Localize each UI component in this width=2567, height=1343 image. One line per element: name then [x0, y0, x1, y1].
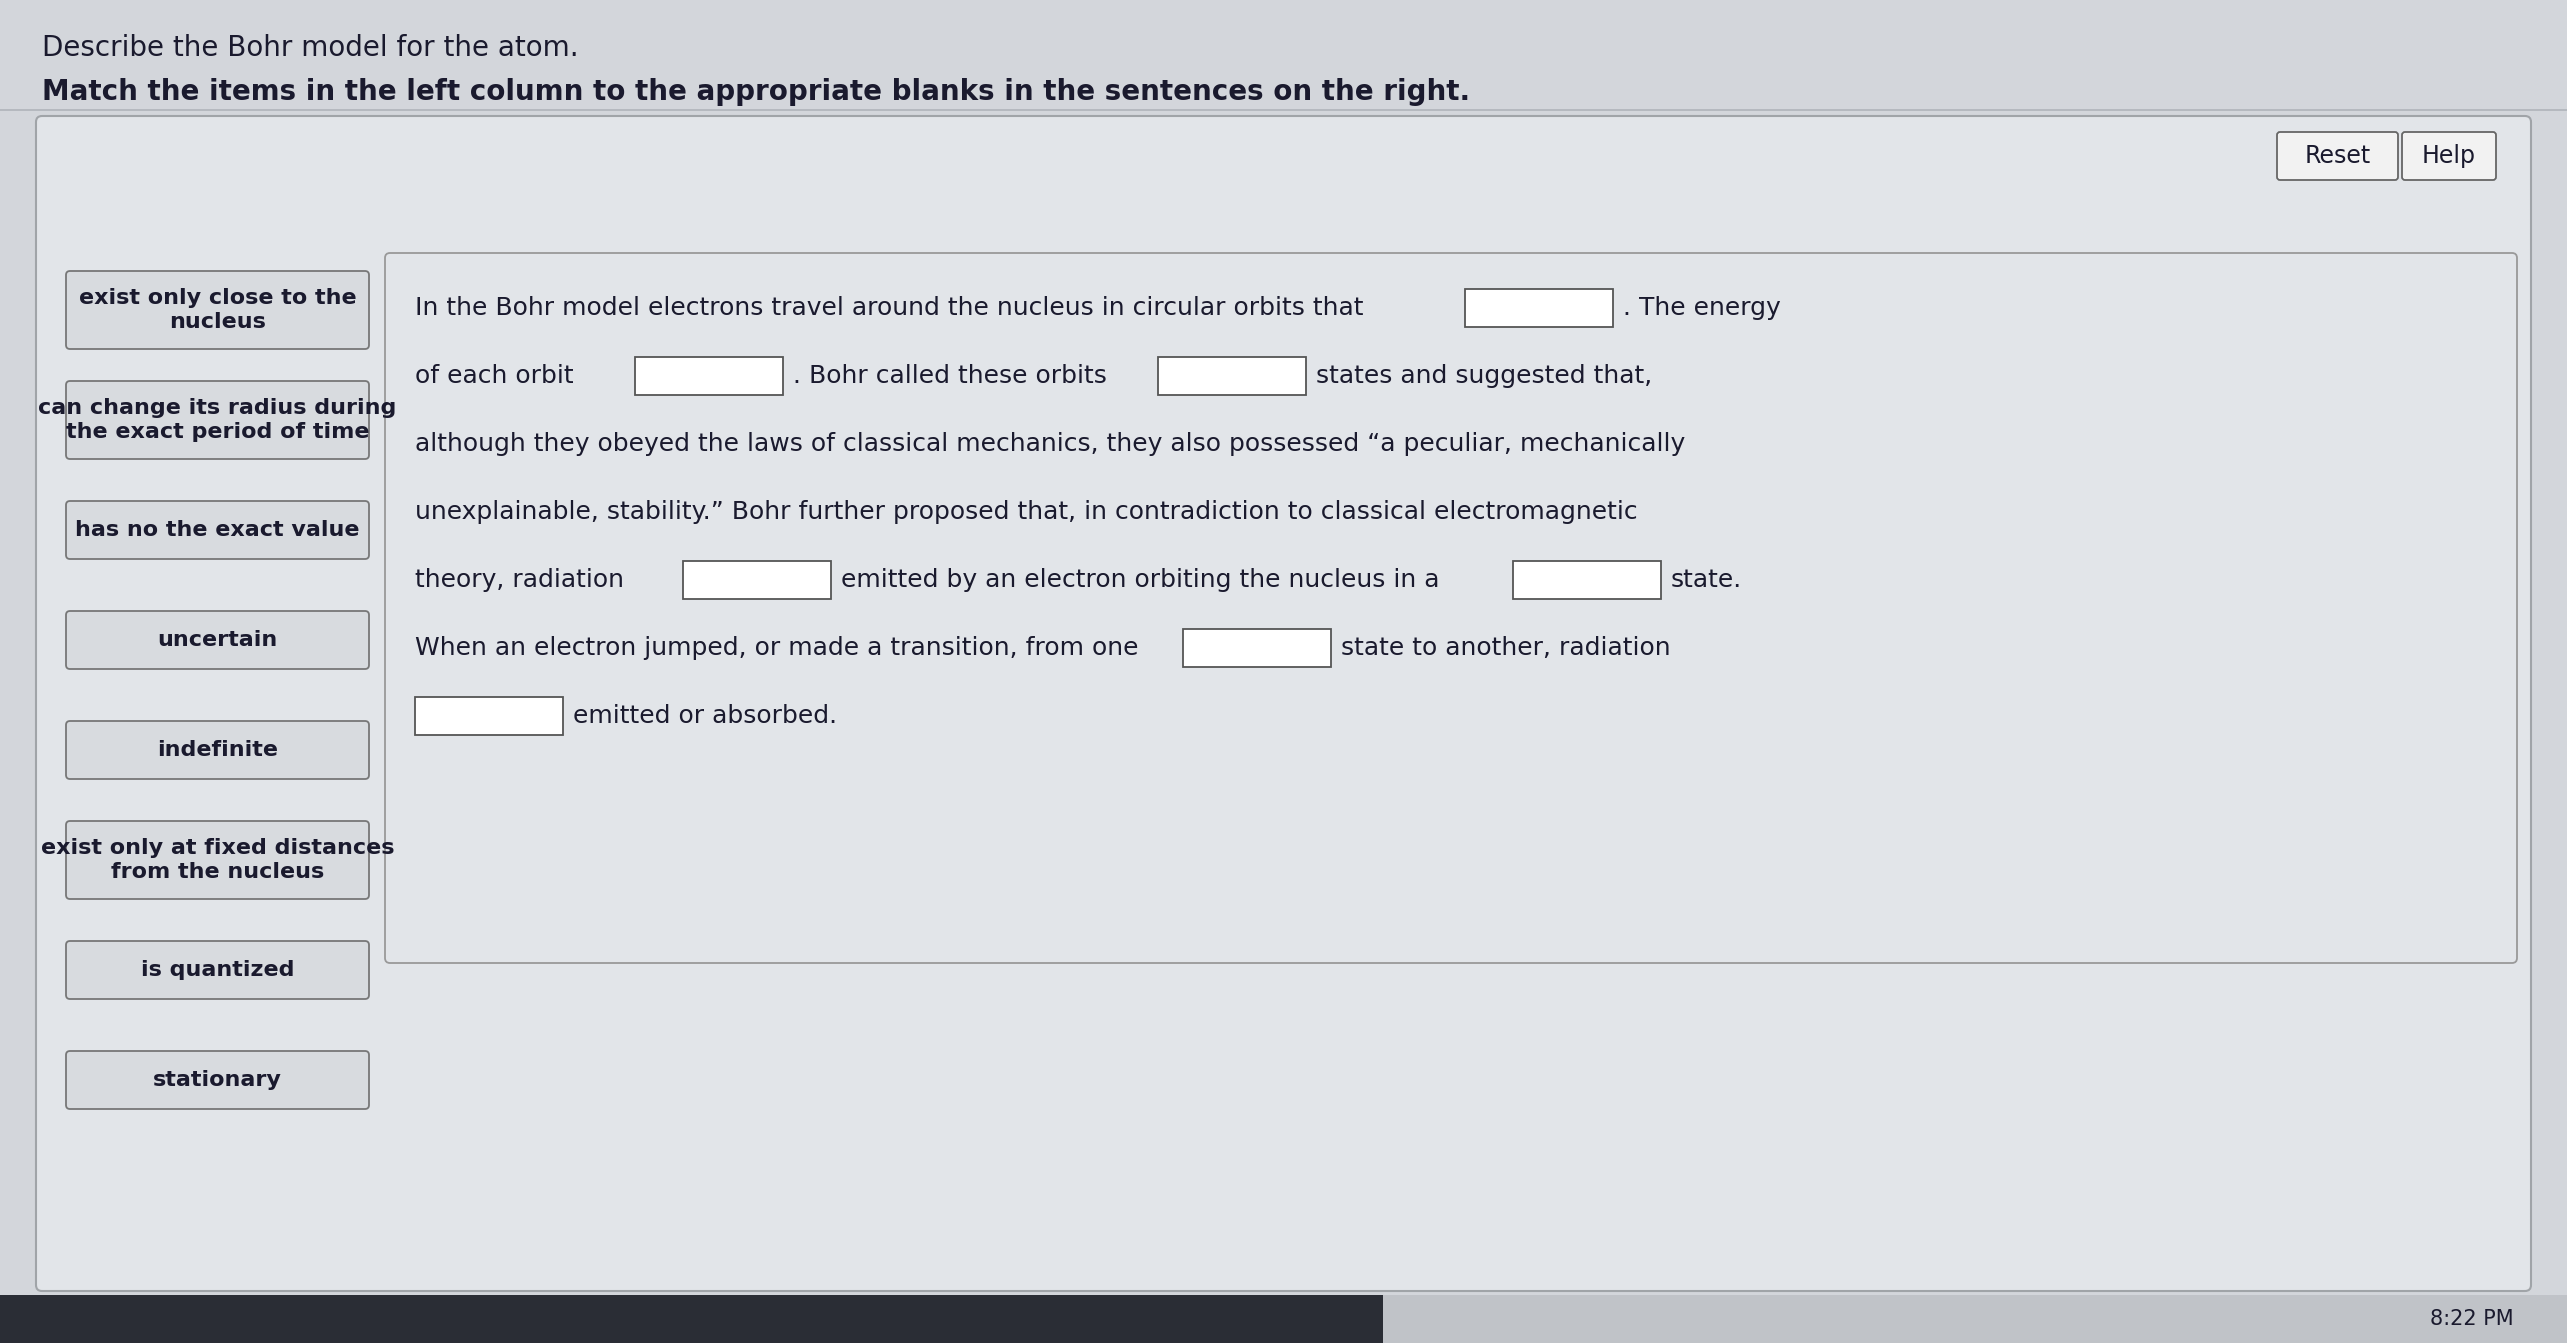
FancyBboxPatch shape: [385, 252, 2518, 963]
Text: Match the items in the left column to the appropriate blanks in the sentences on: Match the items in the left column to th…: [41, 78, 1471, 106]
FancyBboxPatch shape: [67, 1052, 370, 1109]
Text: exist only at fixed distances
from the nucleus: exist only at fixed distances from the n…: [41, 838, 395, 881]
Text: of each orbit: of each orbit: [416, 364, 572, 388]
FancyBboxPatch shape: [67, 271, 370, 349]
Bar: [0, 1295, 2567, 1343]
Text: Help: Help: [2423, 144, 2477, 168]
Bar: [416, 697, 562, 735]
Bar: [1512, 561, 1661, 599]
Bar: [0, 1295, 1384, 1343]
FancyBboxPatch shape: [67, 381, 370, 459]
Text: state.: state.: [1671, 568, 1743, 592]
Text: uncertain: uncertain: [157, 630, 277, 650]
Text: indefinite: indefinite: [157, 740, 277, 760]
Text: state to another, radiation: state to another, radiation: [1340, 637, 1671, 659]
Text: . Bohr called these orbits: . Bohr called these orbits: [793, 364, 1106, 388]
Bar: [1183, 629, 1332, 667]
Bar: [1466, 289, 1612, 326]
Text: . The energy: . The energy: [1622, 295, 1781, 320]
Bar: [683, 561, 832, 599]
FancyBboxPatch shape: [67, 501, 370, 559]
Text: emitted or absorbed.: emitted or absorbed.: [572, 704, 837, 728]
Text: is quantized: is quantized: [141, 960, 295, 980]
Text: Reset: Reset: [2305, 144, 2372, 168]
Text: unexplainable, stability.” Bohr further proposed that, in contradiction to class: unexplainable, stability.” Bohr further …: [416, 500, 1638, 524]
Bar: [1158, 357, 1307, 395]
Text: can change its radius during
the exact period of time: can change its radius during the exact p…: [39, 399, 398, 442]
Text: exist only close to the
nucleus: exist only close to the nucleus: [80, 289, 357, 332]
FancyBboxPatch shape: [67, 721, 370, 779]
FancyBboxPatch shape: [67, 611, 370, 669]
Text: Describe the Bohr model for the atom.: Describe the Bohr model for the atom.: [41, 34, 578, 62]
Text: stationary: stationary: [154, 1070, 282, 1091]
Text: theory, radiation: theory, radiation: [416, 568, 624, 592]
FancyBboxPatch shape: [67, 941, 370, 999]
Bar: [634, 357, 783, 395]
Text: states and suggested that,: states and suggested that,: [1317, 364, 1653, 388]
FancyBboxPatch shape: [67, 821, 370, 898]
Text: although they obeyed the laws of classical mechanics, they also possessed “a pec: although they obeyed the laws of classic…: [416, 432, 1687, 457]
Text: has no the exact value: has no the exact value: [74, 520, 359, 540]
FancyBboxPatch shape: [2277, 132, 2398, 180]
FancyBboxPatch shape: [36, 115, 2531, 1291]
Text: When an electron jumped, or made a transition, from one: When an electron jumped, or made a trans…: [416, 637, 1140, 659]
Text: emitted by an electron orbiting the nucleus in a: emitted by an electron orbiting the nucl…: [842, 568, 1440, 592]
Text: In the Bohr model electrons travel around the nucleus in circular orbits that: In the Bohr model electrons travel aroun…: [416, 295, 1363, 320]
Text: 8:22 PM: 8:22 PM: [2431, 1309, 2513, 1330]
FancyBboxPatch shape: [2403, 132, 2495, 180]
